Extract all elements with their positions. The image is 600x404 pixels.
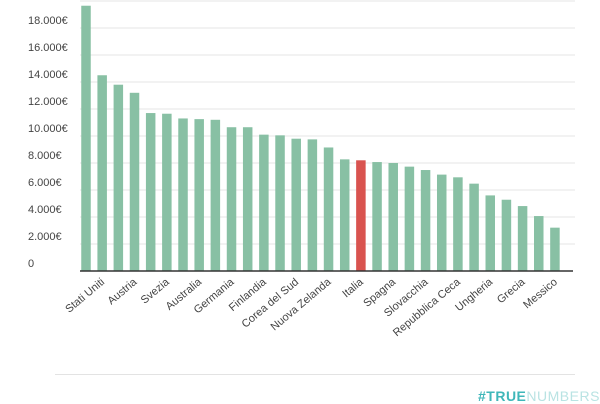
y-tick-label: 16.000€: [28, 42, 68, 54]
bar: [420, 170, 431, 271]
bar: [517, 206, 528, 271]
bar: [162, 113, 172, 271]
bar: [307, 139, 318, 271]
y-tick-label: 6.000€: [28, 177, 62, 189]
bar: [388, 163, 398, 271]
bar: [81, 5, 91, 271]
bar: [194, 119, 204, 271]
bar: [372, 162, 382, 271]
bar: [404, 166, 415, 271]
bar: [356, 160, 366, 271]
footer-divider: [55, 374, 575, 375]
y-tick-label: 2.000€: [28, 231, 62, 243]
bar: [275, 135, 285, 271]
y-tick-label: 8.000€: [28, 150, 62, 162]
bar: [339, 159, 350, 271]
y-tick-label: 14.000€: [28, 69, 68, 81]
y-tick-label: 10.000€: [28, 123, 68, 135]
bar: [501, 199, 512, 271]
y-tick-label: 0: [28, 258, 34, 270]
x-tick-label: Stati Uniti: [63, 276, 107, 315]
bar: [97, 75, 107, 271]
bar: [113, 84, 124, 271]
x-tick-label: Messico: [521, 276, 560, 311]
x-tick-label: Austria: [105, 276, 140, 308]
x-tick-label: Ungheria: [453, 276, 496, 314]
bar: [259, 134, 269, 271]
bar: [323, 147, 334, 271]
bar: [129, 92, 140, 271]
bar: [534, 216, 544, 271]
bar: [210, 119, 221, 271]
y-tick-label: 12.000€: [28, 96, 68, 108]
x-tick-label: Nuova Zelanda: [269, 276, 335, 334]
bar: [453, 177, 463, 271]
x-tick-label: Italia: [340, 276, 366, 301]
bar: [469, 183, 479, 271]
bar: [226, 127, 237, 271]
watermark-logo: #TRUENUMBERS: [478, 388, 600, 404]
bar: [436, 174, 447, 271]
bar: [145, 113, 156, 271]
y-tick-label: 4.000€: [28, 204, 62, 216]
bar: [178, 118, 188, 271]
y-tick-label: 18.000€: [28, 15, 68, 27]
bar: [291, 138, 301, 271]
bar: [485, 195, 495, 271]
bar: [550, 227, 560, 271]
bar: [242, 127, 253, 271]
